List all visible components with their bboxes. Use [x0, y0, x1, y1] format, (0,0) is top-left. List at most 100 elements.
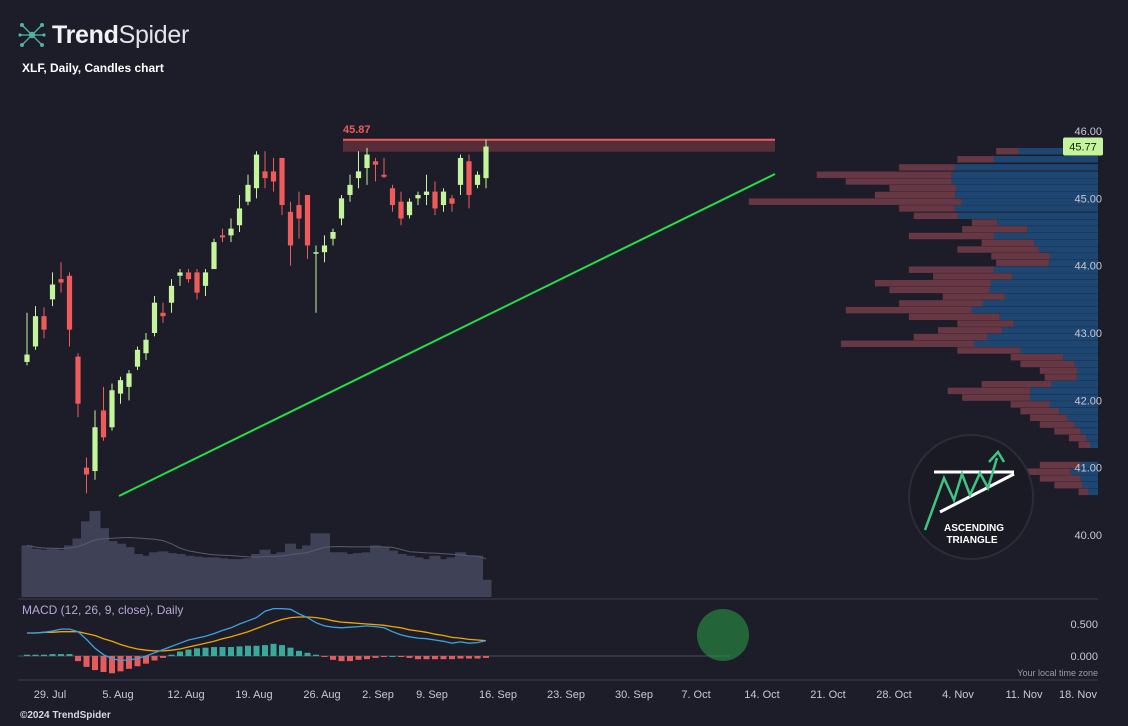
macd-histogram-bar — [168, 654, 175, 656]
candle-body — [58, 279, 64, 283]
volume-profile-sell-row — [899, 205, 955, 212]
macd-histogram-bar — [219, 647, 226, 656]
volume-bar — [421, 559, 432, 597]
volume-profile-sell-row — [889, 185, 957, 192]
candle-body — [177, 272, 183, 276]
volume-profile-sell-row — [908, 232, 994, 240]
volume-profile-sell-row — [957, 320, 1014, 327]
volume-profile-buy-row — [1074, 360, 1098, 368]
pattern-name-line1: ASCENDING — [944, 523, 1004, 534]
macd-histogram-bar — [32, 654, 39, 656]
candle-body — [338, 198, 345, 219]
macd-title: MACD (12, 26, 9, close), Daily — [22, 603, 183, 617]
macd-histogram-bar — [160, 656, 166, 658]
time-tick-label: 12. Aug — [167, 689, 204, 701]
volume-profile-buy-row — [1080, 428, 1098, 435]
volume-profile-buy-row — [1074, 421, 1098, 428]
macd-histogram-bar — [313, 654, 319, 656]
candle-body — [466, 161, 472, 195]
volume-average-line — [26, 536, 487, 560]
volume-bar — [123, 547, 135, 597]
volume-profile-buy-row — [1013, 320, 1098, 327]
macd-histogram-bar — [126, 656, 132, 669]
volume-bar — [268, 554, 279, 597]
volume-profile-buy-row — [999, 313, 1098, 321]
volume-profile-buy-row — [1070, 468, 1098, 475]
macd-histogram-bar — [355, 656, 362, 660]
volume-bar — [455, 552, 466, 597]
volume-bar — [480, 579, 492, 597]
timezone-label[interactable]: Your local time zone — [1017, 668, 1098, 678]
brand-name-bold: Trend — [52, 20, 119, 49]
candle-body — [423, 191, 430, 195]
time-axis[interactable]: 29. Jul 5. Aug 12. Aug 19. Aug 26. Aug 2. Sep… — [34, 689, 1098, 701]
volume-profile-sell-row — [971, 219, 998, 226]
volume-profile-buy-row — [993, 232, 1098, 240]
volume-bar — [157, 551, 169, 597]
macd-histogram-bar — [389, 656, 396, 657]
macd-signal-line — [27, 616, 487, 652]
candle-body — [483, 146, 489, 179]
volume-profile-buy-row — [957, 212, 1098, 220]
macd-histogram-bar — [100, 656, 107, 672]
volume-profile-buy-row — [951, 171, 1098, 178]
price-axis[interactable]: 40.00 41.00 42.00 43.00 44.00 45.00 46.00 45.77 — [1063, 126, 1103, 542]
candle-body — [262, 171, 268, 179]
macd-histogram-bar — [296, 650, 302, 656]
volume-profile-sell-row — [1020, 407, 1060, 415]
price-tick-label: 46.00 — [1074, 126, 1102, 138]
candle-body — [347, 184, 353, 195]
macd-histogram-bar — [109, 656, 115, 674]
candle-body — [41, 316, 47, 330]
time-tick-label: 4. Nov — [942, 689, 974, 701]
pattern-name-line2: TRIANGLE — [946, 535, 997, 546]
volume-profile-buy-row — [1080, 475, 1098, 482]
time-tick-label: 28. Oct — [876, 689, 911, 701]
volume-profile-sell-row — [1020, 360, 1075, 368]
volume-profile-sell-row — [1054, 481, 1083, 489]
volume-bar — [81, 521, 92, 597]
volume-profile-sell-row — [957, 246, 1039, 253]
macd-histogram-bar — [466, 656, 472, 659]
volume-bar — [378, 547, 390, 597]
volume-bar — [217, 558, 228, 597]
volume-profile-sell-row — [1010, 354, 1064, 361]
candle-body — [270, 171, 277, 182]
macd-histogram-bar — [474, 656, 481, 659]
candle-body — [228, 228, 234, 236]
macd-histogram-bar — [83, 656, 90, 667]
volume-profile-buy-row — [956, 185, 1098, 192]
macd-histogram-bar — [177, 651, 183, 656]
volume-profile-buy-row — [987, 333, 1098, 341]
candle-body — [194, 272, 200, 293]
macd-histogram-bar — [92, 656, 98, 671]
time-tick-label: 26. Aug — [303, 689, 340, 701]
volume-bar — [200, 557, 211, 597]
volume-profile-buy-row — [1004, 293, 1098, 300]
volume-bar — [115, 543, 126, 597]
trendline-path — [118, 173, 776, 497]
volume-profile-sell-row — [947, 387, 1031, 395]
last-price-badge — [1063, 137, 1103, 156]
macd-histogram-bar — [457, 656, 464, 659]
resistance-price-label: 45.87 — [343, 124, 371, 136]
volume-profile-sell-row — [908, 266, 994, 273]
time-tick-label: 5. Aug — [102, 689, 133, 701]
volume-profile-buy-row — [1077, 367, 1098, 374]
candle-body — [253, 154, 260, 189]
candle-body — [66, 275, 73, 330]
macd-histogram-bar — [194, 648, 200, 656]
candle-body — [381, 174, 387, 177]
volume-profile-sell-row — [962, 394, 1031, 401]
volume-bar — [149, 552, 160, 597]
time-tick-label: 2. Sep — [362, 689, 394, 701]
volume-profile-sell-row — [957, 347, 1021, 354]
volume-bar — [251, 554, 262, 597]
macd-histogram-bar — [449, 656, 455, 660]
volume-profile-buy-row — [951, 178, 1098, 185]
candle-body — [219, 235, 226, 238]
volume-bar — [106, 541, 118, 597]
candle-body — [211, 242, 217, 270]
